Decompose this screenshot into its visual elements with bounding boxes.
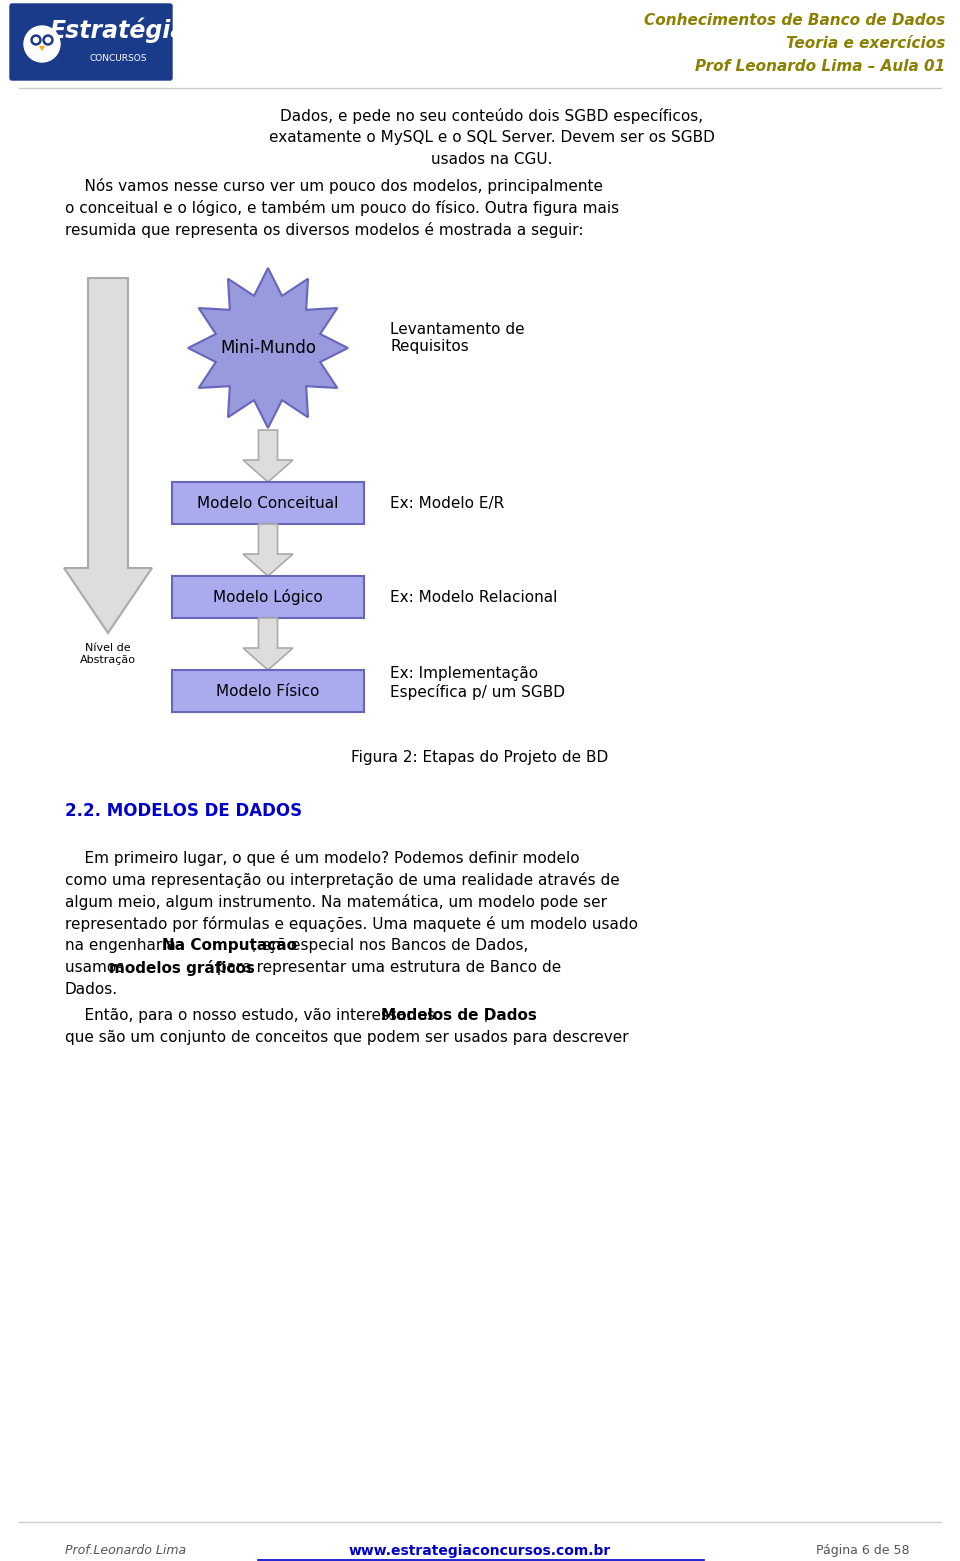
Text: Estratégia: Estratégia xyxy=(49,17,186,42)
Text: Nível de
Abstração: Nível de Abstração xyxy=(80,643,136,665)
FancyBboxPatch shape xyxy=(172,670,364,712)
Text: Dados.: Dados. xyxy=(65,982,118,997)
Text: usamos: usamos xyxy=(65,960,130,976)
Text: como uma representação ou interpretação de uma realidade através de: como uma representação ou interpretação … xyxy=(65,873,620,888)
Text: Ex: Implementação
Específica p/ um SGBD: Ex: Implementação Específica p/ um SGBD xyxy=(390,667,565,699)
Text: para representar uma estrutura de Banco de: para representar uma estrutura de Banco … xyxy=(212,960,562,976)
Text: www.estrategiaconcursos.com.br: www.estrategiaconcursos.com.br xyxy=(348,1544,612,1558)
Polygon shape xyxy=(243,618,293,670)
Text: Modelo Lógico: Modelo Lógico xyxy=(213,588,323,606)
Text: Ex: Modelo E/R: Ex: Modelo E/R xyxy=(390,495,504,510)
Text: resumida que representa os diversos modelos é mostrada a seguir:: resumida que representa os diversos mode… xyxy=(65,222,584,237)
Text: na engenharia.: na engenharia. xyxy=(65,938,185,954)
Text: o conceitual e o lógico, e também um pouco do físico. Outra figura mais: o conceitual e o lógico, e também um pou… xyxy=(65,200,619,215)
Text: Conhecimentos de Banco de Dados: Conhecimentos de Banco de Dados xyxy=(644,12,945,28)
Text: Prof Leonardo Lima – Aula 01: Prof Leonardo Lima – Aula 01 xyxy=(695,58,945,73)
Text: Página 6 de 58: Página 6 de 58 xyxy=(817,1544,910,1556)
Text: que são um conjunto de conceitos que podem ser usados para descrever: que são um conjunto de conceitos que pod… xyxy=(65,1030,629,1044)
FancyBboxPatch shape xyxy=(172,482,364,524)
Circle shape xyxy=(24,27,60,62)
Circle shape xyxy=(34,37,38,42)
FancyBboxPatch shape xyxy=(10,5,172,80)
Text: usados na CGU.: usados na CGU. xyxy=(431,151,552,167)
Text: ,: , xyxy=(484,1008,489,1022)
Text: Então, para o nosso estudo, vão interessar os: Então, para o nosso estudo, vão interess… xyxy=(65,1008,440,1022)
Polygon shape xyxy=(243,524,293,576)
Text: modelos gráficos: modelos gráficos xyxy=(109,960,254,976)
Text: representado por fórmulas e equações. Uma maquete é um modelo usado: representado por fórmulas e equações. Um… xyxy=(65,916,638,932)
Text: Dados, e pede no seu conteúdo dois SGBD específicos,: Dados, e pede no seu conteúdo dois SGBD … xyxy=(280,108,703,123)
Text: Modelos de Dados: Modelos de Dados xyxy=(381,1008,537,1022)
Text: 2.2. MODELOS DE DADOS: 2.2. MODELOS DE DADOS xyxy=(65,802,302,820)
Circle shape xyxy=(45,37,51,42)
Text: Modelo Físico: Modelo Físico xyxy=(216,684,320,698)
Polygon shape xyxy=(243,429,293,482)
FancyBboxPatch shape xyxy=(172,576,364,618)
Polygon shape xyxy=(64,278,152,634)
Text: Na Computação: Na Computação xyxy=(162,938,297,954)
Circle shape xyxy=(31,34,41,45)
Polygon shape xyxy=(39,45,45,52)
Polygon shape xyxy=(188,268,348,428)
Text: Teoria e exercícios: Teoria e exercícios xyxy=(785,36,945,50)
Text: , em especial nos Bancos de Dados,: , em especial nos Bancos de Dados, xyxy=(252,938,528,954)
Text: Mini-Mundo: Mini-Mundo xyxy=(220,339,316,357)
Text: Levantamento de
Requisitos: Levantamento de Requisitos xyxy=(390,322,524,354)
Text: Prof.Leonardo Lima: Prof.Leonardo Lima xyxy=(65,1544,186,1556)
Text: Ex: Modelo Relacional: Ex: Modelo Relacional xyxy=(390,590,558,604)
Text: Em primeiro lugar, o que é um modelo? Podemos definir modelo: Em primeiro lugar, o que é um modelo? Po… xyxy=(65,851,580,866)
Text: Figura 2: Etapas do Projeto de BD: Figura 2: Etapas do Projeto de BD xyxy=(351,749,609,765)
Text: exatamente o MySQL e o SQL Server. Devem ser os SGBD: exatamente o MySQL e o SQL Server. Devem… xyxy=(269,130,714,145)
Text: algum meio, algum instrumento. Na matemática, um modelo pode ser: algum meio, algum instrumento. Na matemá… xyxy=(65,894,607,910)
Text: Nós vamos nesse curso ver um pouco dos modelos, principalmente: Nós vamos nesse curso ver um pouco dos m… xyxy=(65,178,603,194)
Text: Modelo Conceitual: Modelo Conceitual xyxy=(198,495,339,510)
Circle shape xyxy=(43,34,53,45)
Text: CONCURSOS: CONCURSOS xyxy=(89,53,147,62)
